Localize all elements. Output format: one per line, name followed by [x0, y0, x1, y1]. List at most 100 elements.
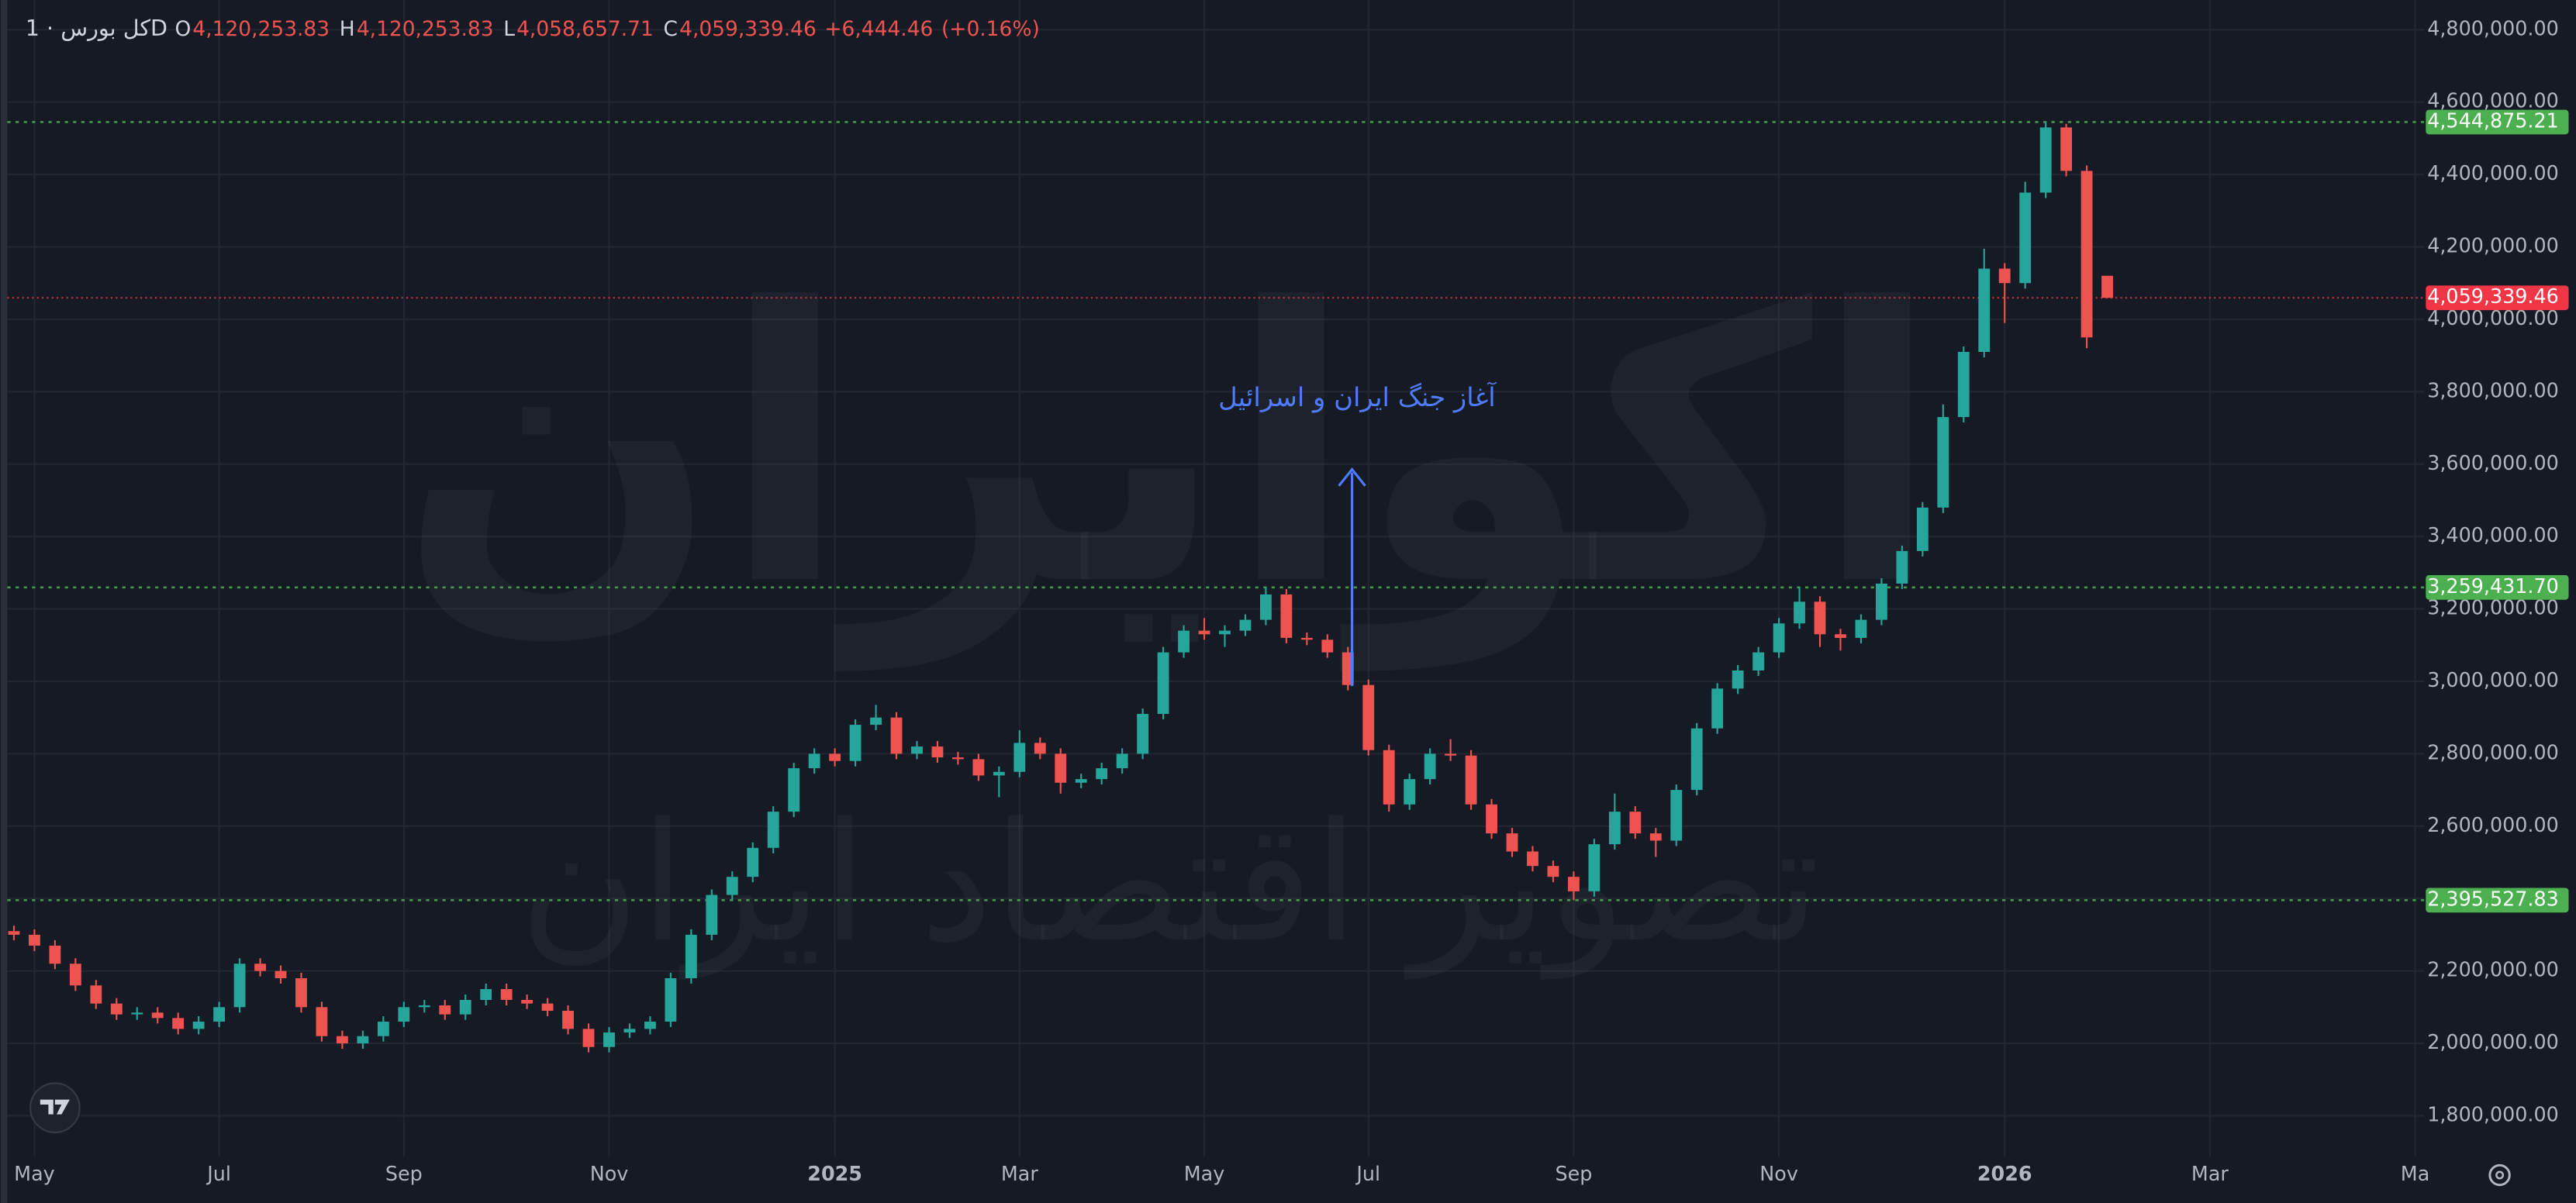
candle-body: [1568, 877, 1580, 891]
candle-body: [357, 1036, 369, 1044]
candle-body: [644, 1022, 656, 1029]
candle-body: [1362, 684, 1375, 750]
candle-body: [2039, 127, 2052, 193]
candle-body: [562, 1011, 574, 1029]
gear-inner[interactable]: [2495, 1170, 2505, 1180]
legend-key: H: [340, 17, 355, 41]
candle-body: [480, 989, 492, 1001]
candle-body: [890, 717, 903, 754]
candle-body: [685, 934, 697, 978]
price-label: 4,059,339.46: [2427, 284, 2559, 308]
candle-body: [1794, 602, 1805, 624]
x-tick-label: May: [14, 1162, 55, 1185]
y-tick-label: 2,000,000.00: [2427, 1030, 2559, 1053]
candle-body: [500, 989, 513, 1001]
candle-body: [233, 963, 246, 1008]
candle-body: [459, 1000, 471, 1015]
candle-body: [1916, 507, 1929, 551]
candle-body: [172, 1018, 185, 1029]
legend-key: O: [174, 17, 191, 41]
level-label: 4,544,875.21: [2427, 109, 2559, 132]
candle-body: [1506, 833, 1518, 852]
candle-body: [1998, 268, 2011, 284]
y-tick-label: 3,800,000.00: [2427, 378, 2559, 402]
candle-body: [1383, 750, 1395, 805]
candle-body: [1280, 594, 1293, 638]
candle-body: [2019, 192, 2032, 284]
candle-body: [1670, 790, 1683, 841]
candle-body: [1588, 844, 1601, 891]
y-tick-label: 2,600,000.00: [2427, 813, 2559, 836]
candle-body: [1773, 623, 1785, 653]
candle-body: [439, 1005, 451, 1015]
candle-body: [1629, 812, 1642, 834]
legend-value: 4,120,253.83: [192, 17, 330, 41]
settings-icon[interactable]: [2488, 1163, 2511, 1187]
ohlc-legend: O 4,120,253.83 H 4,120,253.83 L 4,058,657.71 C…: [174, 17, 1039, 41]
candle-body: [582, 1029, 595, 1047]
legend-value: 4,120,253.83: [357, 17, 494, 41]
candle-body: [2060, 127, 2073, 171]
x-tick-label: Nov: [1759, 1162, 1798, 1185]
candles: [8, 122, 2113, 1053]
candle-body: [1814, 602, 1826, 635]
y-tick-label: 2,800,000.00: [2427, 740, 2559, 764]
candle-body: [295, 977, 307, 1008]
gear-outer[interactable]: [2488, 1163, 2511, 1187]
candle-body: [1896, 550, 1908, 584]
candle-body: [1219, 630, 1231, 635]
candle-body: [1013, 743, 1026, 772]
candle-body: [1116, 753, 1128, 769]
candle-body: [706, 894, 718, 935]
candle-body: [110, 1003, 123, 1015]
candle-body: [1547, 866, 1559, 877]
candle-body: [1855, 619, 1867, 638]
x-tick-label: Nov: [590, 1162, 629, 1185]
candle-body: [993, 771, 1005, 776]
candle-body: [1835, 634, 1846, 638]
candle-body: [603, 1032, 615, 1047]
candle-body: [1978, 268, 1991, 352]
candle-body: [1178, 630, 1190, 653]
candle-body: [90, 985, 102, 1004]
x-tick-label: 2025: [807, 1162, 862, 1185]
y-tick-label: 4,200,000.00: [2427, 234, 2559, 257]
candle-body: [192, 1022, 205, 1029]
x-tick-label: Sep: [385, 1162, 423, 1185]
candle-body: [1157, 652, 1169, 715]
candle-body: [1404, 779, 1416, 805]
annotation-arrow: [1338, 467, 1366, 687]
candle-body: [69, 963, 81, 986]
candle-body: [1690, 728, 1703, 791]
x-tick-label: Jul: [205, 1162, 231, 1185]
candle-body: [151, 1012, 164, 1019]
candle-body: [870, 717, 882, 726]
y-tick-label: 3,000,000.00: [2427, 668, 2559, 691]
candle-body: [1465, 755, 1477, 805]
candle-body: [1424, 753, 1436, 780]
levels: [7, 121, 2425, 901]
arrow-head: [1338, 467, 1366, 487]
legend-key: L: [503, 17, 515, 41]
candle-body: [275, 970, 287, 978]
candle-body: [767, 812, 779, 848]
candle-body: [1239, 619, 1252, 631]
legend-key: C: [664, 17, 678, 41]
candle-body: [952, 757, 964, 760]
axes: 1,800,000.002,000,000.002,200,000.002,40…: [14, 16, 2569, 1185]
price-tag: [2426, 285, 2569, 311]
chart-title: کل بورس · 1D: [26, 15, 167, 41]
candle-body: [1937, 417, 1949, 508]
candle-body: [398, 1007, 410, 1022]
candle-body: [849, 725, 862, 761]
candle-body: [1527, 851, 1538, 867]
candle-body: [49, 945, 61, 964]
y-tick-label: 4,800,000.00: [2427, 16, 2559, 40]
candle-body: [418, 1005, 430, 1008]
candle-body: [726, 877, 738, 895]
candle-body: [1732, 670, 1744, 689]
x-tick-label: Mar: [1001, 1162, 1038, 1185]
y-tick-label: 3,600,000.00: [2427, 451, 2559, 474]
x-tick-label: May: [1184, 1162, 1225, 1185]
